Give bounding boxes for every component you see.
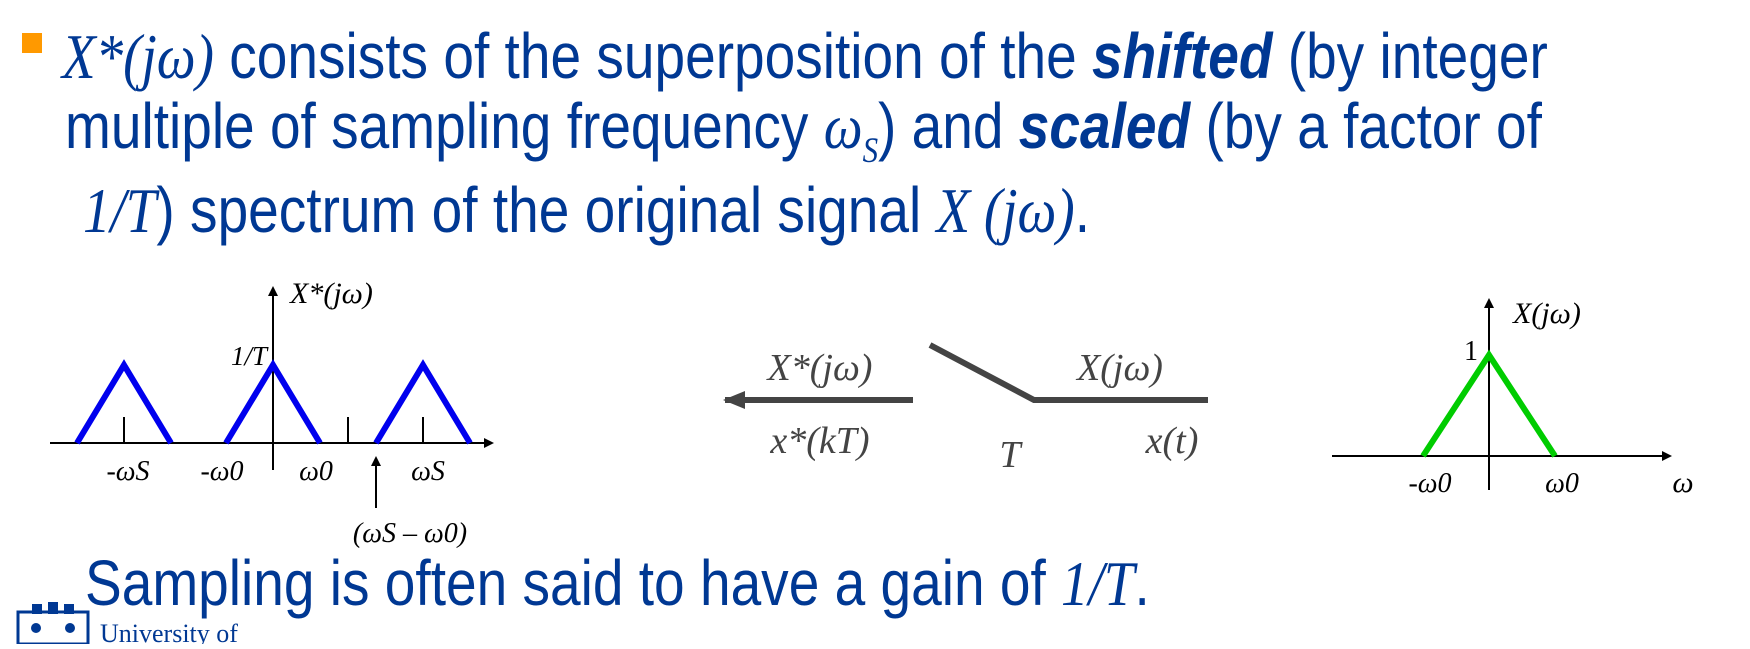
- text: multiple of sampling frequency: [65, 90, 824, 162]
- y-tick-label: 1/T: [231, 341, 269, 371]
- text: (by a factor of: [1190, 90, 1542, 162]
- emphasis-shifted: shifted: [1092, 20, 1273, 92]
- text-footer-line: Sampling is often said to have a gain of…: [85, 551, 1150, 616]
- switch: [928, 342, 1208, 403]
- y-tick-label: 1: [1464, 336, 1478, 367]
- sampled-spectrum-chart: X*(jω) 1/T -ωS -ω0 ω0 ωS (ωS – ω0): [50, 277, 494, 549]
- text: ) spectrum of the original signal: [156, 174, 937, 246]
- emphasis-scaled: scaled: [1018, 90, 1191, 162]
- university-logo: University of: [14, 598, 314, 648]
- text: Sampling is often said to have a gain of: [85, 547, 1062, 619]
- x-tick-label: -ω0: [1408, 468, 1451, 499]
- text: ) and: [878, 90, 1019, 162]
- spectrum-replica-2: [373, 359, 473, 445]
- spectrum-replica-0: [74, 359, 174, 445]
- math-1-over-t: 1/T: [83, 175, 157, 246]
- x-tick-label: -ω0: [200, 456, 243, 487]
- x-tick-label: ωS: [411, 456, 445, 487]
- x-tick-label: ω0: [1545, 468, 1579, 499]
- math-xstar: X*(jω): [62, 21, 214, 92]
- sampler-diagram: X*(jω) x*(kT) T X(jω) x(t): [723, 342, 1208, 476]
- text-line-1: X*(jω) consists of the superposition of …: [62, 24, 1548, 89]
- text-line-3: 1/T) spectrum of the original signal X (…: [83, 178, 1090, 243]
- x-axis-label: ω: [1672, 466, 1693, 499]
- chart-title: X(jω): [1512, 297, 1581, 330]
- math-1-over-t: 1/T: [1061, 548, 1135, 619]
- bullet-icon: [22, 33, 42, 53]
- annotation-label: (ωS – ω0): [353, 518, 467, 549]
- text: .: [1134, 547, 1150, 619]
- text: (by integer: [1272, 20, 1548, 92]
- math-sub: S: [862, 129, 879, 170]
- original-spectrum-chart: X(jω) 1 -ω0 ω0 ω: [1332, 297, 1694, 499]
- text-line-2: multiple of sampling frequency ωS) and s…: [65, 94, 1542, 168]
- text: consists of the superposition of the: [213, 20, 1093, 92]
- period-label: T: [999, 434, 1023, 476]
- spectrum-triangle: [1420, 349, 1558, 458]
- input-spectrum-label: X(jω): [1075, 347, 1163, 389]
- output-spectrum-label: X*(jω): [766, 347, 873, 389]
- math-omega: ω: [823, 91, 863, 162]
- output-signal-label: x*(kT): [769, 420, 869, 462]
- x-tick-label: ω0: [299, 456, 333, 487]
- chart-title: X*(jω): [289, 277, 373, 310]
- math-xjw: X (jω): [936, 175, 1075, 246]
- input-signal-label: x(t): [1145, 420, 1199, 462]
- logo-text: University of: [100, 619, 238, 644]
- spectrum-replica-1: [223, 359, 323, 445]
- castle-icon: University of: [16, 602, 238, 648]
- x-tick-label: -ωS: [106, 456, 149, 487]
- text: .: [1074, 174, 1091, 246]
